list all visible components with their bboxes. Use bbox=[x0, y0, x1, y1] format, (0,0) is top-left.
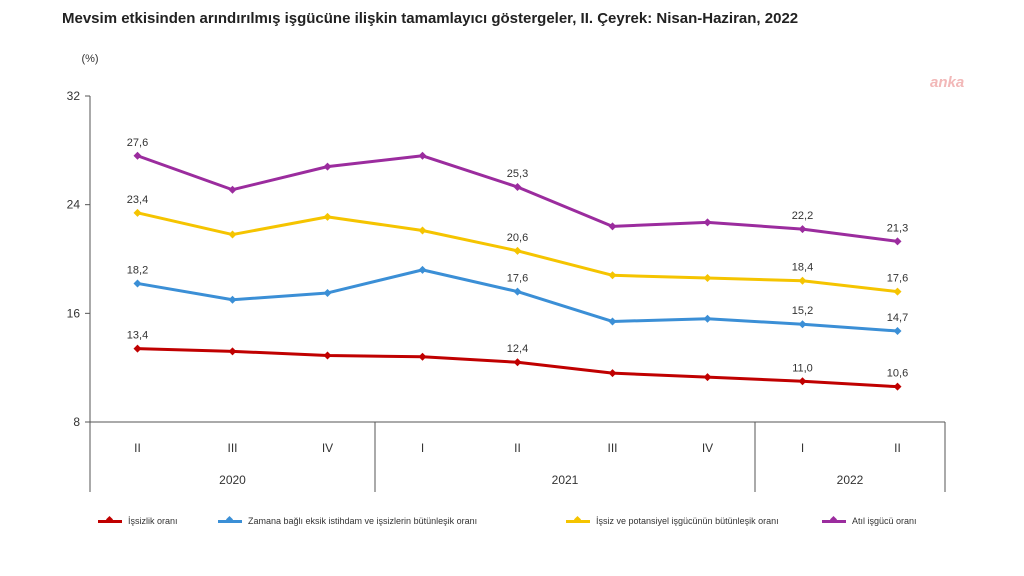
data-point bbox=[133, 279, 142, 288]
data-point bbox=[418, 226, 427, 235]
y-tick-label: 16 bbox=[67, 306, 81, 320]
x-tick-label: I bbox=[421, 441, 424, 455]
legend-swatch bbox=[822, 519, 846, 523]
legend-item: Zamana bağlı eksik istihdam ve işsizleri… bbox=[218, 516, 477, 526]
data-point bbox=[323, 162, 332, 171]
y-axis-label: (%) bbox=[81, 53, 98, 65]
x-tick-label: III bbox=[607, 441, 617, 455]
data-label: 15,2 bbox=[792, 305, 813, 317]
x-tick-label: IV bbox=[322, 441, 333, 455]
chart-legend: İşsizlik oranı Zamana bağlı eksik istihda… bbox=[0, 516, 1024, 532]
legend-item: Atıl işgücü oranı bbox=[822, 516, 917, 526]
year-label: 2020 bbox=[219, 473, 246, 487]
year-label: 2022 bbox=[837, 473, 864, 487]
legend-item: İşsiz ve potansiyel işgücünün bütünleşik… bbox=[566, 516, 779, 526]
data-label: 10,6 bbox=[887, 368, 908, 380]
data-point bbox=[893, 237, 902, 246]
data-point bbox=[513, 287, 522, 296]
data-point bbox=[608, 369, 617, 378]
legend-swatch bbox=[98, 519, 122, 523]
data-point bbox=[893, 382, 902, 391]
watermark-logo: anka bbox=[930, 74, 965, 91]
data-label: 12,4 bbox=[507, 343, 528, 355]
data-point bbox=[418, 151, 427, 160]
data-point bbox=[418, 265, 427, 274]
legend-label: Atıl işgücü oranı bbox=[852, 516, 917, 526]
data-label: 14,7 bbox=[887, 312, 908, 324]
data-point bbox=[703, 314, 712, 323]
data-point bbox=[893, 326, 902, 335]
x-tick-label: II bbox=[134, 441, 141, 455]
data-point bbox=[608, 271, 617, 280]
data-label: 21,3 bbox=[887, 222, 908, 234]
data-point bbox=[228, 230, 237, 239]
data-label: 18,2 bbox=[127, 264, 148, 276]
x-tick-label: III bbox=[227, 441, 237, 455]
y-tick-label: 24 bbox=[67, 198, 81, 212]
x-tick-label: IV bbox=[702, 441, 713, 455]
data-point bbox=[228, 347, 237, 356]
legend-swatch bbox=[218, 519, 242, 523]
data-point bbox=[133, 208, 142, 217]
legend-swatch bbox=[566, 519, 590, 523]
data-label: 22,2 bbox=[792, 210, 813, 222]
data-label: 13,4 bbox=[127, 330, 148, 342]
data-point bbox=[798, 377, 807, 386]
data-point bbox=[418, 352, 427, 361]
data-point bbox=[608, 317, 617, 326]
data-point bbox=[513, 246, 522, 255]
data-point bbox=[703, 274, 712, 283]
data-point bbox=[133, 344, 142, 353]
x-tick-label: I bbox=[801, 441, 804, 455]
chart-title: Mevsim etkisinden arındırılmış işgücüne … bbox=[62, 10, 799, 27]
data-label: 27,6 bbox=[127, 137, 148, 149]
data-point bbox=[798, 320, 807, 329]
data-point bbox=[133, 151, 142, 160]
data-label: 20,6 bbox=[507, 232, 528, 244]
data-label: 25,3 bbox=[507, 168, 528, 180]
data-point bbox=[798, 225, 807, 234]
legend-item: İşsizlik oranı bbox=[98, 516, 178, 526]
data-point bbox=[703, 373, 712, 382]
legend-label: İşsizlik oranı bbox=[128, 516, 178, 526]
data-point bbox=[513, 183, 522, 192]
data-label: 11,0 bbox=[792, 362, 813, 374]
data-point bbox=[608, 222, 617, 231]
data-point bbox=[228, 295, 237, 304]
data-point bbox=[893, 287, 902, 296]
y-tick-label: 8 bbox=[73, 415, 80, 429]
data-point bbox=[703, 218, 712, 227]
data-point bbox=[513, 358, 522, 367]
data-point bbox=[323, 288, 332, 297]
data-label: 17,6 bbox=[887, 273, 908, 285]
data-point bbox=[323, 351, 332, 360]
x-tick-label: II bbox=[894, 441, 901, 455]
legend-label: İşsiz ve potansiyel işgücünün bütünleşik… bbox=[596, 516, 779, 526]
data-label: 17,6 bbox=[507, 273, 528, 285]
data-label: 23,4 bbox=[127, 194, 148, 206]
y-tick-label: 32 bbox=[67, 89, 81, 103]
legend-label: Zamana bağlı eksik istihdam ve işsizleri… bbox=[248, 516, 478, 526]
data-label: 18,4 bbox=[792, 262, 813, 274]
data-point bbox=[798, 276, 807, 285]
data-point bbox=[323, 212, 332, 221]
x-tick-label: II bbox=[514, 441, 521, 455]
year-label: 2021 bbox=[552, 473, 579, 487]
data-point bbox=[228, 185, 237, 194]
